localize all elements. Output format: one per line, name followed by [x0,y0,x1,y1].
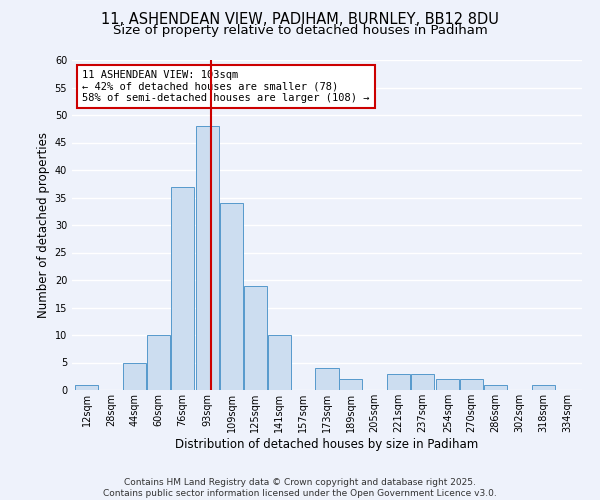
Bar [244,286,267,390]
Bar [76,384,98,390]
Bar [147,335,170,390]
Bar [436,379,460,390]
Bar [171,186,194,390]
Bar [316,368,338,390]
Bar [339,379,362,390]
Bar [268,335,291,390]
Bar [460,379,483,390]
Y-axis label: Number of detached properties: Number of detached properties [37,132,50,318]
Bar [220,203,243,390]
Text: Size of property relative to detached houses in Padiham: Size of property relative to detached ho… [113,24,487,37]
Text: 11 ASHENDEAN VIEW: 103sqm
← 42% of detached houses are smaller (78)
58% of semi-: 11 ASHENDEAN VIEW: 103sqm ← 42% of detac… [82,70,370,103]
Text: 11, ASHENDEAN VIEW, PADIHAM, BURNLEY, BB12 8DU: 11, ASHENDEAN VIEW, PADIHAM, BURNLEY, BB… [101,12,499,28]
X-axis label: Distribution of detached houses by size in Padiham: Distribution of detached houses by size … [175,438,479,450]
Bar [196,126,219,390]
Bar [387,374,410,390]
Bar [411,374,434,390]
Text: Contains HM Land Registry data © Crown copyright and database right 2025.
Contai: Contains HM Land Registry data © Crown c… [103,478,497,498]
Bar [123,362,146,390]
Bar [532,384,555,390]
Bar [484,384,507,390]
